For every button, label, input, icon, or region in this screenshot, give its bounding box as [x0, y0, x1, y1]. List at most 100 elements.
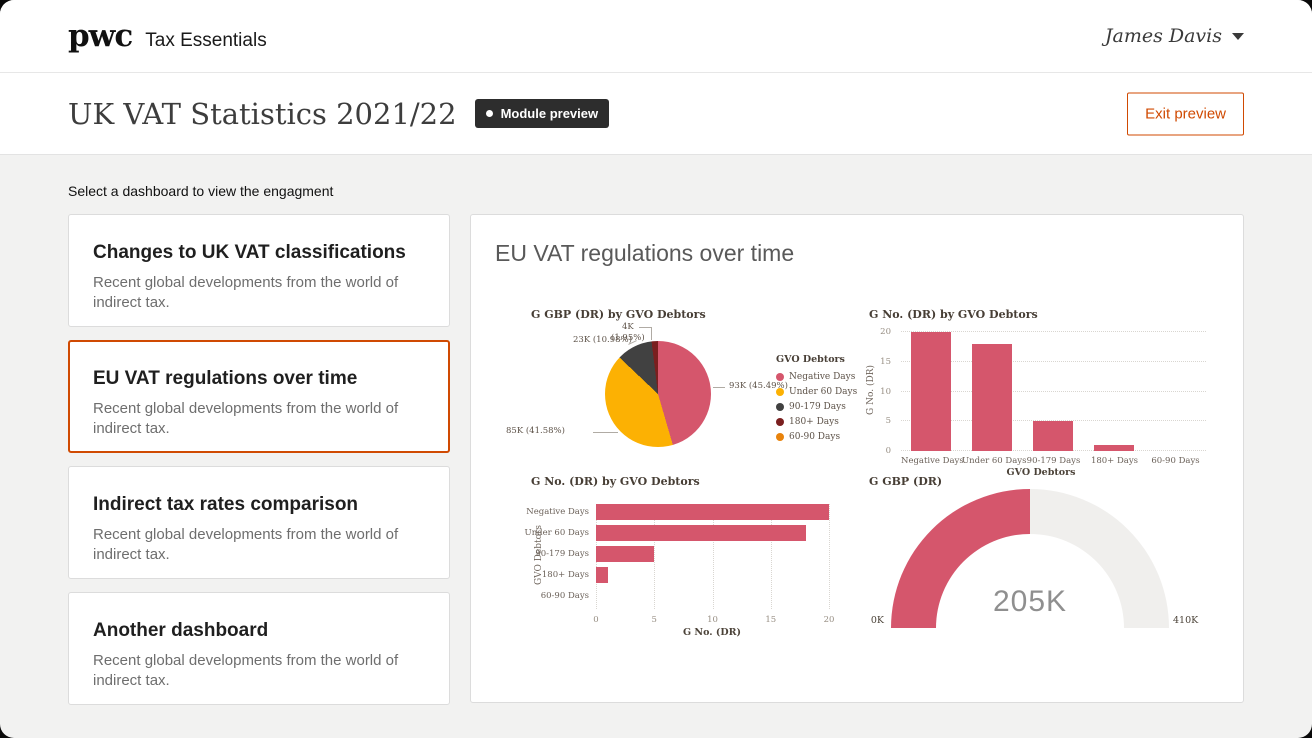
dashboard-card-eu-vat-regulations[interactable]: EU VAT regulations over time Recent glob… [68, 340, 450, 453]
legend-swatch-icon [776, 387, 784, 396]
y-tick-label: 15 [880, 356, 891, 367]
badge-label: Module preview [500, 106, 599, 121]
legend-title: GVO Debtors [776, 354, 845, 365]
x-tick-label: 5 [651, 615, 657, 625]
user-menu[interactable]: James Davis [1105, 25, 1244, 47]
legend-label: 90-179 Days [789, 401, 846, 412]
chart-title: G No. (DR) by GVO Debtors [869, 308, 1038, 321]
brand: pwc Tax Essentials [68, 18, 267, 54]
gridline [770, 504, 772, 609]
y-category-label: 180+ Days [541, 570, 589, 580]
legend-item: Under 60 Days [776, 384, 857, 399]
y-tick-label: 10 [880, 386, 891, 397]
gauge-value: 205K [992, 585, 1068, 618]
legend-label: 60-90 Days [789, 431, 841, 442]
x-tick-label: 15 [765, 615, 777, 625]
pie-callout: 23K (10.98%) [573, 335, 632, 345]
card-description: Recent global developments from the worl… [93, 274, 399, 312]
chart-title: G GBP (DR) [869, 475, 943, 488]
bar-90-179-days [596, 546, 655, 562]
pie-callout: (1.95%) [611, 333, 645, 343]
gauge-chart-g-gbp: G GBP (DR) 205K 0K 410K [471, 215, 1243, 702]
dashboard-select-prompt: Select a dashboard to view the engagment [68, 183, 334, 199]
card-title: Another dashboard [93, 620, 269, 641]
dashboard-card-indirect-tax-rates[interactable]: Indirect tax rates comparison Recent glo… [68, 466, 450, 579]
legend-swatch-icon [776, 372, 784, 381]
bar-180-days [1094, 445, 1134, 451]
y-category-label: 60-90 Days [540, 591, 589, 601]
leader-line [713, 387, 725, 388]
x-axis-title: GVO Debtors [1006, 467, 1076, 478]
gridline [901, 360, 1206, 362]
pwc-logo: pwc [68, 18, 133, 54]
page-header: UK VAT Statistics 2021/22 Module preview… [0, 73, 1312, 155]
hbar-plot-area [596, 504, 830, 609]
pie-icon [605, 341, 711, 447]
legend-label: Negative Days [789, 371, 856, 382]
chart-title: G GBP (DR) by GVO Debtors [531, 308, 706, 321]
x-category-label: 180+ Days [1090, 456, 1139, 466]
bar-180-days [596, 567, 608, 583]
x-tick-label: 20 [823, 615, 835, 625]
bar-negative-days [911, 332, 951, 451]
x-tick-label: 10 [707, 615, 718, 625]
x-category-label: 60-90 Days [1151, 456, 1200, 466]
bar-under-60-days [972, 343, 1012, 451]
pie-callout: 85K (41.58%) [506, 426, 565, 436]
legend-items: Negative Days Under 60 Days 90-179 Days 180… [776, 369, 857, 444]
x-axis-title: G No. (DR) [682, 627, 741, 638]
dashboard-card-changes-to-uk-vat[interactable]: Changes to UK VAT classifications Recent… [68, 214, 450, 327]
pie-chart-gbp-by-gvo-debtors: G GBP (DR) by GVO Debtors 93K (45.49%) 8… [471, 215, 1243, 702]
leader-line [593, 432, 618, 433]
legend-label: Under 60 Days [789, 386, 858, 397]
card-title: EU VAT regulations over time [93, 368, 358, 389]
legend-item: 180+ Days [776, 414, 857, 429]
x-category-label: Negative Days [901, 456, 964, 466]
gridline [712, 504, 714, 609]
y-category-label: 90-179 Days [535, 549, 589, 559]
gauge-min-label: 0K [870, 615, 884, 626]
leader-line [639, 327, 651, 328]
x-category-label: 90-179 Days [1026, 456, 1081, 466]
bar-90-179-days [1033, 421, 1073, 451]
chart-title: G No. (DR) by GVO Debtors [531, 475, 700, 488]
legend-swatch-icon [776, 432, 784, 441]
pie-legend: GVO Debtors Negative Days Under 60 Days 90… [776, 354, 857, 444]
card-description: Recent global developments from the worl… [93, 400, 399, 438]
y-tick-label: 0 [885, 446, 891, 456]
hbar-chart-gno-by-gvo-debtors: G No. (DR) by GVO Debtors GVO Debtors Ne… [471, 215, 1243, 702]
exit-preview-button[interactable]: Exit preview [1127, 92, 1244, 135]
module-preview-badge: Module preview [474, 99, 610, 128]
card-description: Recent global developments from the worl… [93, 652, 399, 690]
leader-line [651, 327, 652, 340]
legend-swatch-icon [776, 417, 784, 426]
dashboard-list: Changes to UK VAT classifications Recent… [68, 214, 450, 705]
card-description: Recent global developments from the worl… [93, 526, 399, 564]
column-plot-area [901, 331, 1206, 451]
gridline [829, 504, 830, 609]
gridline [901, 331, 1206, 332]
y-category-label: Negative Days [526, 507, 589, 517]
legend-item: 90-179 Days [776, 399, 857, 414]
y-tick-label: 20 [880, 327, 891, 337]
pie-callout: 4K [622, 322, 634, 332]
gridline [654, 504, 656, 609]
badge-dot-icon [485, 110, 493, 117]
pie-callout: 93K (45.49%) [729, 381, 788, 391]
chevron-down-icon [1232, 32, 1244, 40]
top-bar: pwc Tax Essentials James Davis [0, 0, 1312, 73]
gauge-max-label: 410K [1173, 615, 1199, 626]
dashboard-preview-panel: EU VAT regulations over time G GBP (DR) … [470, 214, 1244, 703]
y-tick-label: 5 [885, 416, 891, 427]
user-name: James Davis [1104, 25, 1222, 47]
page-title: UK VAT Statistics 2021/22 [68, 96, 457, 131]
legend-item: Negative Days [776, 369, 857, 384]
x-category-label: Under 60 Days [962, 456, 1027, 466]
card-title: Indirect tax rates comparison [93, 494, 359, 515]
x-tick-label: 0 [593, 615, 599, 625]
dashboard-card-another-dashboard[interactable]: Another dashboard Recent global developm… [68, 592, 450, 705]
gridline [901, 390, 1206, 392]
legend-item: 60-90 Days [776, 429, 857, 444]
legend-swatch-icon [776, 402, 784, 411]
